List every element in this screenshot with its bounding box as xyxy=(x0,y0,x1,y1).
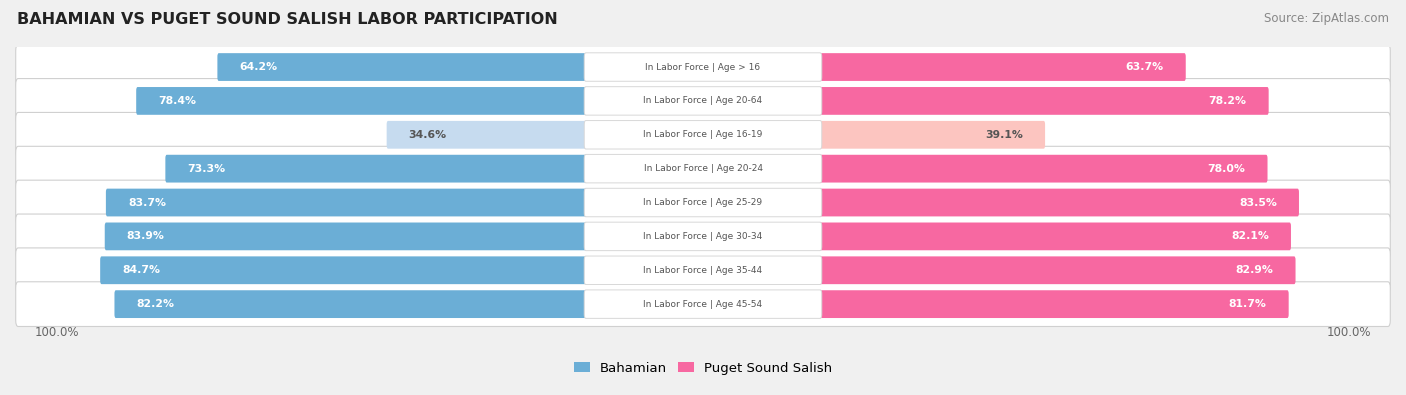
FancyBboxPatch shape xyxy=(15,282,1391,327)
Text: In Labor Force | Age 45-54: In Labor Force | Age 45-54 xyxy=(644,300,762,308)
FancyBboxPatch shape xyxy=(166,155,588,182)
Text: 73.3%: 73.3% xyxy=(187,164,225,174)
FancyBboxPatch shape xyxy=(818,87,1268,115)
Text: 100.0%: 100.0% xyxy=(35,326,79,339)
Text: 82.2%: 82.2% xyxy=(136,299,174,309)
FancyBboxPatch shape xyxy=(15,214,1391,259)
Text: 84.7%: 84.7% xyxy=(122,265,160,275)
FancyBboxPatch shape xyxy=(818,222,1291,250)
Text: 83.7%: 83.7% xyxy=(128,198,166,207)
FancyBboxPatch shape xyxy=(818,155,1268,182)
Text: 39.1%: 39.1% xyxy=(986,130,1024,140)
Text: In Labor Force | Age 30-34: In Labor Force | Age 30-34 xyxy=(644,232,762,241)
FancyBboxPatch shape xyxy=(585,256,821,284)
FancyBboxPatch shape xyxy=(585,154,821,183)
Text: 78.2%: 78.2% xyxy=(1209,96,1247,106)
Text: In Labor Force | Age 20-24: In Labor Force | Age 20-24 xyxy=(644,164,762,173)
Text: 83.5%: 83.5% xyxy=(1239,198,1277,207)
FancyBboxPatch shape xyxy=(100,256,588,284)
FancyBboxPatch shape xyxy=(15,248,1391,293)
Text: In Labor Force | Age 20-64: In Labor Force | Age 20-64 xyxy=(644,96,762,105)
FancyBboxPatch shape xyxy=(585,53,821,81)
Text: 100.0%: 100.0% xyxy=(1327,326,1371,339)
Text: 83.9%: 83.9% xyxy=(127,231,165,241)
FancyBboxPatch shape xyxy=(585,290,821,318)
Text: 81.7%: 81.7% xyxy=(1229,299,1267,309)
FancyBboxPatch shape xyxy=(15,146,1391,191)
FancyBboxPatch shape xyxy=(585,87,821,115)
FancyBboxPatch shape xyxy=(15,45,1391,89)
FancyBboxPatch shape xyxy=(585,222,821,250)
FancyBboxPatch shape xyxy=(585,188,821,217)
FancyBboxPatch shape xyxy=(818,53,1185,81)
Text: 82.1%: 82.1% xyxy=(1232,231,1270,241)
Text: In Labor Force | Age 16-19: In Labor Force | Age 16-19 xyxy=(644,130,762,139)
Text: 82.9%: 82.9% xyxy=(1236,265,1274,275)
Text: In Labor Force | Age > 16: In Labor Force | Age > 16 xyxy=(645,62,761,71)
FancyBboxPatch shape xyxy=(136,87,588,115)
FancyBboxPatch shape xyxy=(818,121,1045,149)
Legend: Bahamian, Puget Sound Salish: Bahamian, Puget Sound Salish xyxy=(568,356,838,380)
FancyBboxPatch shape xyxy=(387,121,588,149)
FancyBboxPatch shape xyxy=(818,256,1295,284)
Text: In Labor Force | Age 25-29: In Labor Force | Age 25-29 xyxy=(644,198,762,207)
Text: 63.7%: 63.7% xyxy=(1126,62,1164,72)
FancyBboxPatch shape xyxy=(15,180,1391,225)
FancyBboxPatch shape xyxy=(585,120,821,149)
FancyBboxPatch shape xyxy=(15,113,1391,157)
Text: In Labor Force | Age 35-44: In Labor Force | Age 35-44 xyxy=(644,266,762,275)
FancyBboxPatch shape xyxy=(114,290,588,318)
Text: 78.4%: 78.4% xyxy=(159,96,197,106)
FancyBboxPatch shape xyxy=(218,53,588,81)
FancyBboxPatch shape xyxy=(818,189,1299,216)
Text: BAHAMIAN VS PUGET SOUND SALISH LABOR PARTICIPATION: BAHAMIAN VS PUGET SOUND SALISH LABOR PAR… xyxy=(17,12,558,27)
FancyBboxPatch shape xyxy=(104,222,588,250)
Text: 34.6%: 34.6% xyxy=(409,130,447,140)
FancyBboxPatch shape xyxy=(105,189,588,216)
Text: 78.0%: 78.0% xyxy=(1208,164,1246,174)
Text: Source: ZipAtlas.com: Source: ZipAtlas.com xyxy=(1264,12,1389,25)
Text: 64.2%: 64.2% xyxy=(239,62,277,72)
FancyBboxPatch shape xyxy=(818,290,1289,318)
FancyBboxPatch shape xyxy=(15,79,1391,123)
